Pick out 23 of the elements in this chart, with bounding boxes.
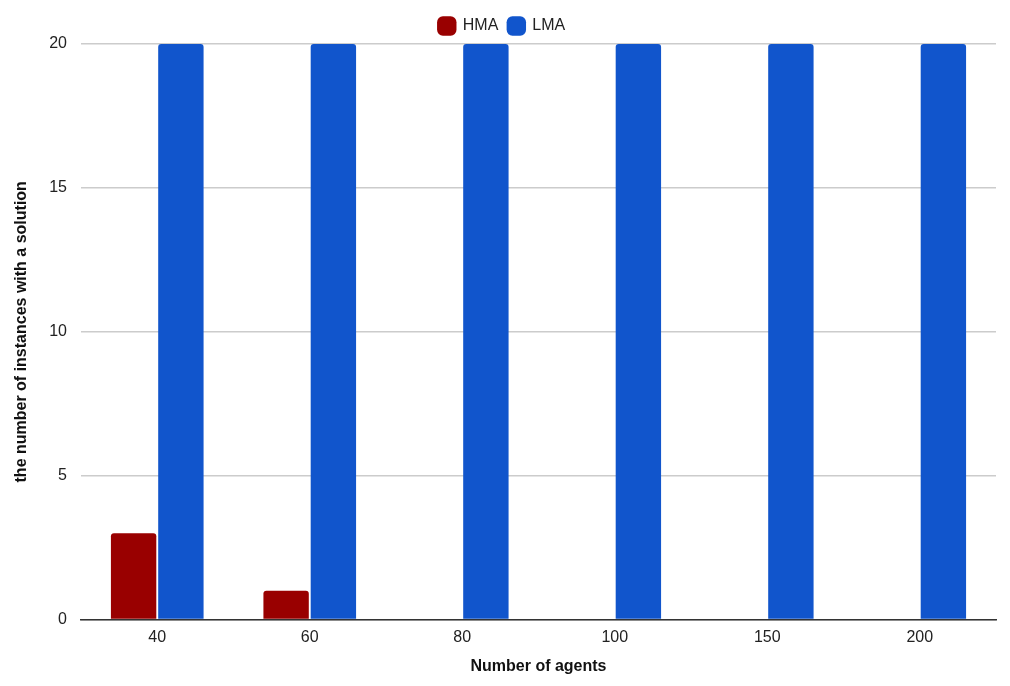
x-axis-title: Number of agents bbox=[470, 656, 607, 674]
x-tick-label: 200 bbox=[906, 627, 934, 645]
bar bbox=[463, 44, 509, 619]
y-tick-label: 10 bbox=[49, 322, 68, 340]
y-tick-label: 15 bbox=[49, 178, 68, 196]
legend-label: LMA bbox=[532, 16, 566, 34]
bar bbox=[263, 590, 309, 619]
legend-label: HMA bbox=[462, 16, 499, 34]
bar bbox=[920, 44, 967, 619]
x-tick-label: 150 bbox=[753, 627, 781, 645]
y-tick-label: 0 bbox=[58, 610, 68, 628]
bar bbox=[615, 44, 662, 619]
x-tick-label: 80 bbox=[453, 627, 472, 645]
y-tick-label: 5 bbox=[58, 466, 68, 484]
x-tick-label: 100 bbox=[601, 627, 629, 645]
bar bbox=[310, 44, 357, 619]
bar bbox=[768, 44, 814, 619]
bar bbox=[110, 533, 157, 619]
y-tick-label: 20 bbox=[49, 34, 68, 52]
x-tick-label: 40 bbox=[148, 627, 167, 645]
bar bbox=[158, 44, 204, 619]
x-tick-label: 60 bbox=[300, 627, 319, 645]
y-axis-title: the number of instances with a solution bbox=[12, 181, 30, 483]
